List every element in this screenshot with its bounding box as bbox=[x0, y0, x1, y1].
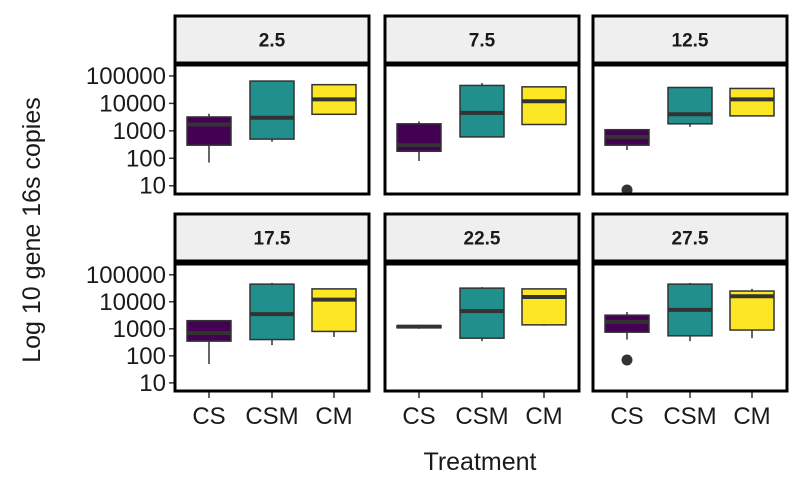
box-CS bbox=[604, 128, 650, 196]
facet-strip bbox=[383, 14, 581, 65]
panel-border bbox=[591, 262, 789, 393]
facet-strip bbox=[383, 212, 581, 263]
box-iqr bbox=[311, 288, 357, 333]
box-CM bbox=[521, 86, 567, 126]
y-tick-label: 10 bbox=[139, 173, 166, 200]
facet-label: 7.5 bbox=[469, 31, 496, 52]
x-tick-label: CSM bbox=[245, 403, 298, 430]
box-iqr bbox=[729, 87, 775, 117]
box-iqr bbox=[186, 319, 232, 342]
panel-border bbox=[173, 262, 371, 393]
panel-border bbox=[591, 63, 789, 196]
box-CM bbox=[729, 87, 775, 117]
box-iqr bbox=[459, 287, 505, 339]
box-iqr bbox=[249, 80, 295, 140]
box-CM bbox=[311, 288, 357, 337]
box-iqr bbox=[521, 86, 567, 126]
facet-strip bbox=[591, 14, 789, 65]
panel-border bbox=[383, 262, 581, 393]
facet-label: 2.5 bbox=[259, 31, 286, 52]
facet-label: 22.5 bbox=[464, 229, 501, 250]
y-tick-label: 1000 bbox=[113, 118, 166, 145]
x-tick-label: CM bbox=[315, 403, 352, 430]
box-CS bbox=[186, 319, 232, 364]
box-CM bbox=[729, 288, 775, 339]
box-CS bbox=[604, 311, 650, 366]
y-tick-label: 10000 bbox=[99, 289, 166, 316]
y-tick-label: 1000 bbox=[113, 316, 166, 343]
x-tick-label: CS bbox=[402, 403, 435, 430]
box-CM bbox=[521, 288, 567, 326]
x-tick-label: CM bbox=[525, 403, 562, 430]
facet-label: 17.5 bbox=[254, 229, 291, 250]
box-iqr bbox=[667, 86, 713, 125]
outlier-point bbox=[621, 354, 633, 366]
facet-strip bbox=[591, 212, 789, 263]
y-tick-label: 100000 bbox=[86, 63, 166, 90]
box-CM bbox=[311, 83, 357, 116]
facet-strip bbox=[173, 14, 371, 65]
x-tick-label: CS bbox=[192, 403, 225, 430]
box-iqr bbox=[249, 283, 295, 341]
box-iqr bbox=[521, 288, 567, 326]
box-CSM bbox=[249, 80, 295, 142]
y-axis-title: Log 10 gene 16s copies bbox=[18, 97, 46, 363]
box-CSM bbox=[459, 83, 505, 138]
panel-border bbox=[173, 63, 371, 196]
box-CSM bbox=[249, 282, 295, 346]
facet-panel-7.5: 7.5 bbox=[383, 14, 581, 196]
facet-label: 12.5 bbox=[672, 31, 709, 52]
box-iqr bbox=[186, 116, 232, 146]
y-tick-label: 100000 bbox=[86, 262, 166, 289]
x-tick-label: CSM bbox=[455, 403, 508, 430]
x-tick-label: CM bbox=[733, 403, 770, 430]
x-axis-title: Treatment bbox=[423, 448, 536, 476]
box-CS bbox=[396, 121, 442, 161]
x-tick-label: CSM bbox=[663, 403, 716, 430]
facet-panel-27.5: 27.5 CS CSM CM bbox=[591, 212, 789, 430]
y-tick-label: 100 bbox=[126, 145, 166, 172]
box-CSM bbox=[459, 287, 505, 342]
y-tick-label: 10000 bbox=[99, 90, 166, 117]
x-tick-label: CS bbox=[610, 403, 643, 430]
panel-border bbox=[383, 63, 581, 196]
box-CSM bbox=[667, 86, 713, 127]
y-tick-label: 100 bbox=[126, 343, 166, 370]
y-tick-label: 10 bbox=[139, 370, 166, 397]
box-CSM bbox=[667, 282, 713, 342]
facet-label: 27.5 bbox=[672, 229, 709, 250]
box-CS bbox=[186, 113, 232, 163]
facet-panel-22.5: 22.5 CS CSM CM bbox=[383, 212, 581, 430]
box-CS bbox=[396, 324, 442, 329]
facet-strip bbox=[173, 212, 371, 263]
facet-panel-12.5: 12.5 bbox=[591, 14, 789, 196]
